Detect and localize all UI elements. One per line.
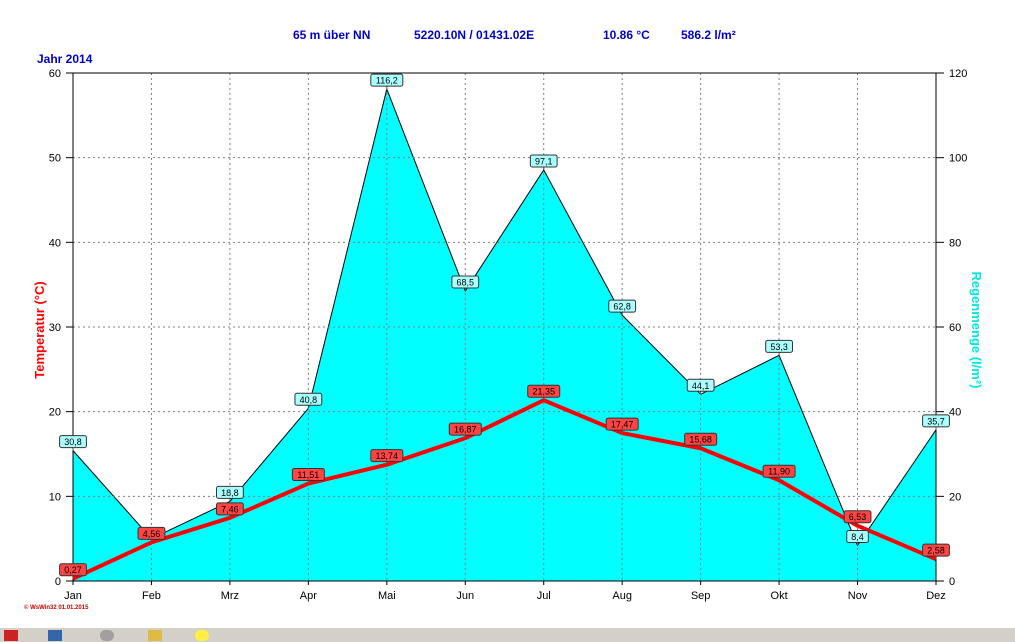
rain-data-label: 40,8	[300, 395, 318, 405]
footer-credit: © WsWin32 01.01.2015	[24, 605, 89, 611]
temperature-data-label-box	[291, 468, 325, 482]
elevation-label: 65 m über NN	[293, 28, 371, 42]
temperature-data-label-box	[216, 502, 244, 516]
temperature-data-label: 16,87	[454, 425, 477, 435]
rain-data-label-box	[765, 339, 793, 353]
temperature-data-label-box	[605, 417, 639, 431]
total-rainfall-label: 586.2 l/m²	[681, 28, 736, 42]
y-tick-label-right: 60	[949, 322, 961, 334]
rain-data-label: 18,8	[221, 488, 239, 498]
temperature-data-label: 17,47	[611, 420, 634, 430]
x-tick-label: Apr	[300, 590, 317, 602]
rain-data-label: 35,7	[927, 416, 945, 426]
weather-icon[interactable]	[195, 630, 209, 641]
x-tick-label: Jun	[456, 590, 474, 602]
temperature-data-label: 11,90	[768, 467, 790, 477]
rain-data-label-box	[294, 392, 323, 406]
rain-data-label-box	[846, 529, 869, 543]
year-label: Jahr 2014	[37, 52, 93, 66]
temperature-data-label-box	[370, 449, 404, 463]
rain-data-label-box	[451, 275, 480, 289]
y-tick-label-right: 20	[949, 491, 961, 503]
y-tick-label-left: 50	[49, 153, 61, 165]
rain-data-label: 30,8	[64, 437, 82, 447]
taskbar	[0, 627, 1015, 642]
rain-area	[73, 89, 936, 581]
temperature-line	[72, 398, 937, 581]
rain-data-label: 116,2	[376, 76, 398, 86]
rain-data-label: 62,8	[613, 302, 631, 312]
x-tick-label: Sep	[691, 590, 711, 602]
temperature-data-label-box	[59, 563, 87, 577]
temperature-data-label-box	[448, 422, 482, 436]
temperature-data-label: 4,56	[143, 529, 161, 539]
x-tick-label: Nov	[848, 590, 868, 602]
x-tick-label: Mai	[378, 590, 396, 602]
rain-data-label-box	[608, 299, 637, 313]
temperature-data-label: 7,46	[221, 504, 239, 514]
y-axis-title: Temperatur (°C)	[32, 281, 47, 378]
rain-data-label-box	[216, 485, 244, 499]
y-tick-label-right: 0	[949, 576, 955, 588]
temperature-data-label-box	[684, 432, 718, 446]
temperature-data-label: 13,74	[376, 451, 399, 461]
y2-axis-title: Regenmenge (l/m²)	[969, 271, 984, 388]
y-tick-label-left: 40	[49, 237, 61, 249]
temperature-data-label: 6,53	[849, 512, 867, 522]
x-tick-label: Mrz	[221, 590, 239, 602]
temperature-data-label-box	[137, 526, 166, 540]
average-temperature-label: 10.86 °C	[603, 28, 650, 42]
rain-data-label-box	[922, 414, 950, 428]
rain-data-label: 53,3	[770, 342, 788, 352]
temperature-data-label: 0,27	[64, 565, 82, 575]
y-tick-label-left: 20	[49, 407, 61, 419]
y-tick-label-right: 80	[949, 237, 961, 249]
temperature-data-label: 15,68	[689, 435, 712, 445]
rain-data-label-box	[59, 435, 87, 449]
x-tick-label: Aug	[612, 590, 632, 602]
app-icon[interactable]	[4, 630, 18, 641]
rain-data-label: 68,5	[457, 278, 475, 288]
rain-data-label-box	[370, 73, 404, 87]
window-icon[interactable]	[48, 630, 62, 641]
y-tick-label-right: 120	[949, 68, 967, 80]
y-tick-label-left: 30	[49, 322, 61, 334]
y-tick-label-left: 0	[55, 576, 61, 588]
temperature-data-label-box	[922, 543, 950, 557]
y-tick-label-right: 100	[949, 153, 967, 165]
temperature-data-label: 11,51	[297, 470, 319, 480]
x-tick-label: Jan	[64, 590, 82, 602]
rain-data-label: 44,1	[692, 381, 710, 391]
folder-icon[interactable]	[148, 630, 162, 641]
rain-data-label: 8,4	[851, 532, 864, 542]
rain-data-label-box	[529, 154, 558, 168]
x-tick-label: Dez	[926, 590, 946, 602]
temperature-data-label-box	[527, 384, 561, 398]
rain-data-label: 97,1	[535, 156, 553, 166]
rain-data-label-box	[686, 378, 715, 392]
temperature-data-label-box	[762, 464, 796, 478]
x-tick-label: Feb	[142, 590, 161, 602]
temperature-data-label-box	[843, 510, 872, 524]
temperature-data-label: 21,35	[532, 387, 555, 397]
gear-icon[interactable]	[100, 630, 114, 641]
x-tick-label: Okt	[771, 590, 788, 602]
y-tick-label-left: 10	[49, 491, 61, 503]
temperature-data-label: 2,58	[927, 546, 945, 556]
x-tick-label: Jul	[537, 590, 551, 602]
y-tick-label-left: 60	[49, 68, 61, 80]
coordinates-label: 5220.10N / 01431.02E	[414, 28, 535, 42]
y-tick-label-right: 40	[949, 407, 961, 419]
